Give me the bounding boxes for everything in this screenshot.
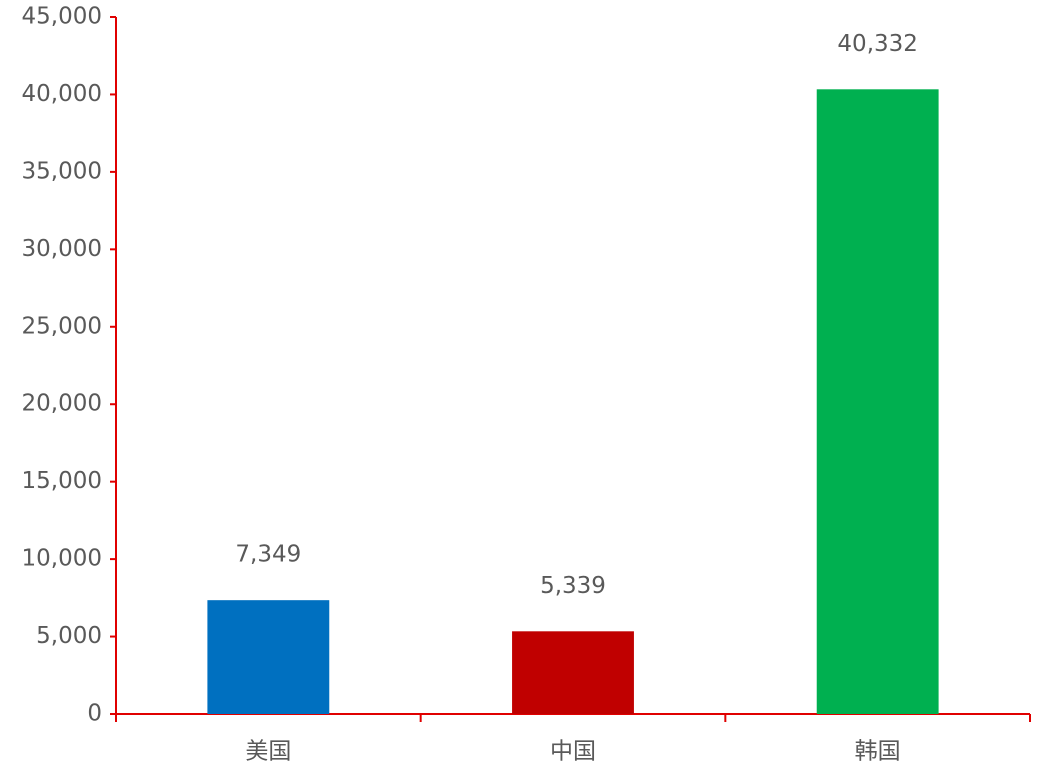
y-tick-label: 0: [87, 701, 102, 727]
x-tick-label: 中国: [550, 739, 596, 765]
y-tick-label: 40,000: [22, 81, 102, 107]
value-label: 40,332: [837, 31, 917, 57]
value-label: 7,349: [235, 542, 301, 568]
y-tick-label: 45,000: [22, 4, 102, 30]
bar: [512, 631, 634, 714]
bar: [207, 600, 330, 714]
y-tick-label: 25,000: [22, 313, 102, 339]
y-tick-label: 30,000: [22, 236, 102, 262]
y-tick-label: 35,000: [22, 158, 102, 184]
y-tick-label: 15,000: [22, 468, 102, 494]
y-tick-label: 20,000: [22, 391, 102, 417]
x-tick-label: 韩国: [855, 739, 901, 765]
y-tick-label: 10,000: [22, 546, 102, 572]
value-label: 5,339: [540, 573, 606, 599]
x-tick-label: 美国: [245, 739, 291, 765]
y-tick-label: 5,000: [36, 623, 102, 649]
bar: [816, 89, 939, 715]
